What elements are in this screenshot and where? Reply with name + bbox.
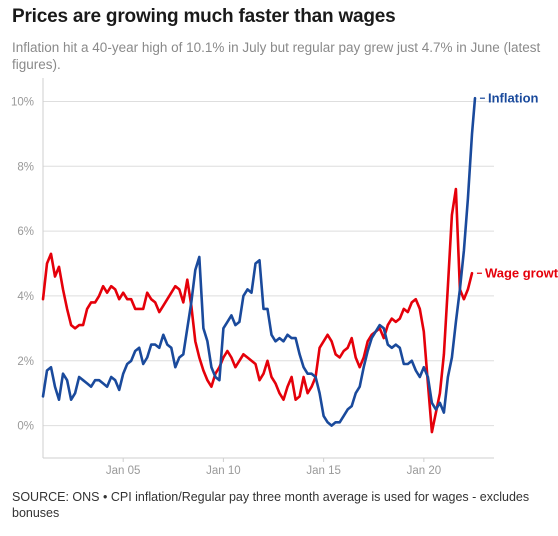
series-labels: Inflation Wage growth (476, 91, 558, 281)
y-tick-label: 0% (17, 421, 34, 433)
y-tick-label: 6% (17, 226, 34, 238)
chart-title: Prices are growing much faster than wage… (12, 6, 396, 27)
x-tick-label: Jan 05 (106, 465, 141, 477)
y-tick-label: 8% (17, 161, 34, 173)
x-axis: Jan 05 Jan 10 Jan 15 Jan 20 (42, 78, 494, 477)
series-label-wage-growth: Wage growth (485, 266, 558, 281)
chart-subtitle: Inflation hit a 40-year high of 10.1% in… (12, 40, 541, 72)
y-tick-label: 10% (11, 96, 34, 108)
x-tick-label: Jan 10 (206, 465, 241, 477)
x-tick-label: Jan 20 (407, 465, 442, 477)
y-tick-label: 2% (17, 356, 34, 368)
x-tick-label: Jan 15 (306, 465, 341, 477)
y-tick-label: 4% (17, 291, 34, 303)
line-chart: 0% 2% 4% 6% 8% 10% Jan 05 Jan 10 Jan 15 Jan 20 I… (11, 78, 558, 477)
series-lines (41, 96, 477, 434)
series-line-inflation (41, 96, 477, 427)
gridlines: 0% 2% 4% 6% 8% 10% (11, 96, 494, 433)
series-label-inflation: Inflation (488, 91, 539, 106)
series-line-wage-growth (41, 187, 474, 434)
source-note: SOURCE: ONS • CPI inflation/Regular pay … (12, 490, 530, 520)
